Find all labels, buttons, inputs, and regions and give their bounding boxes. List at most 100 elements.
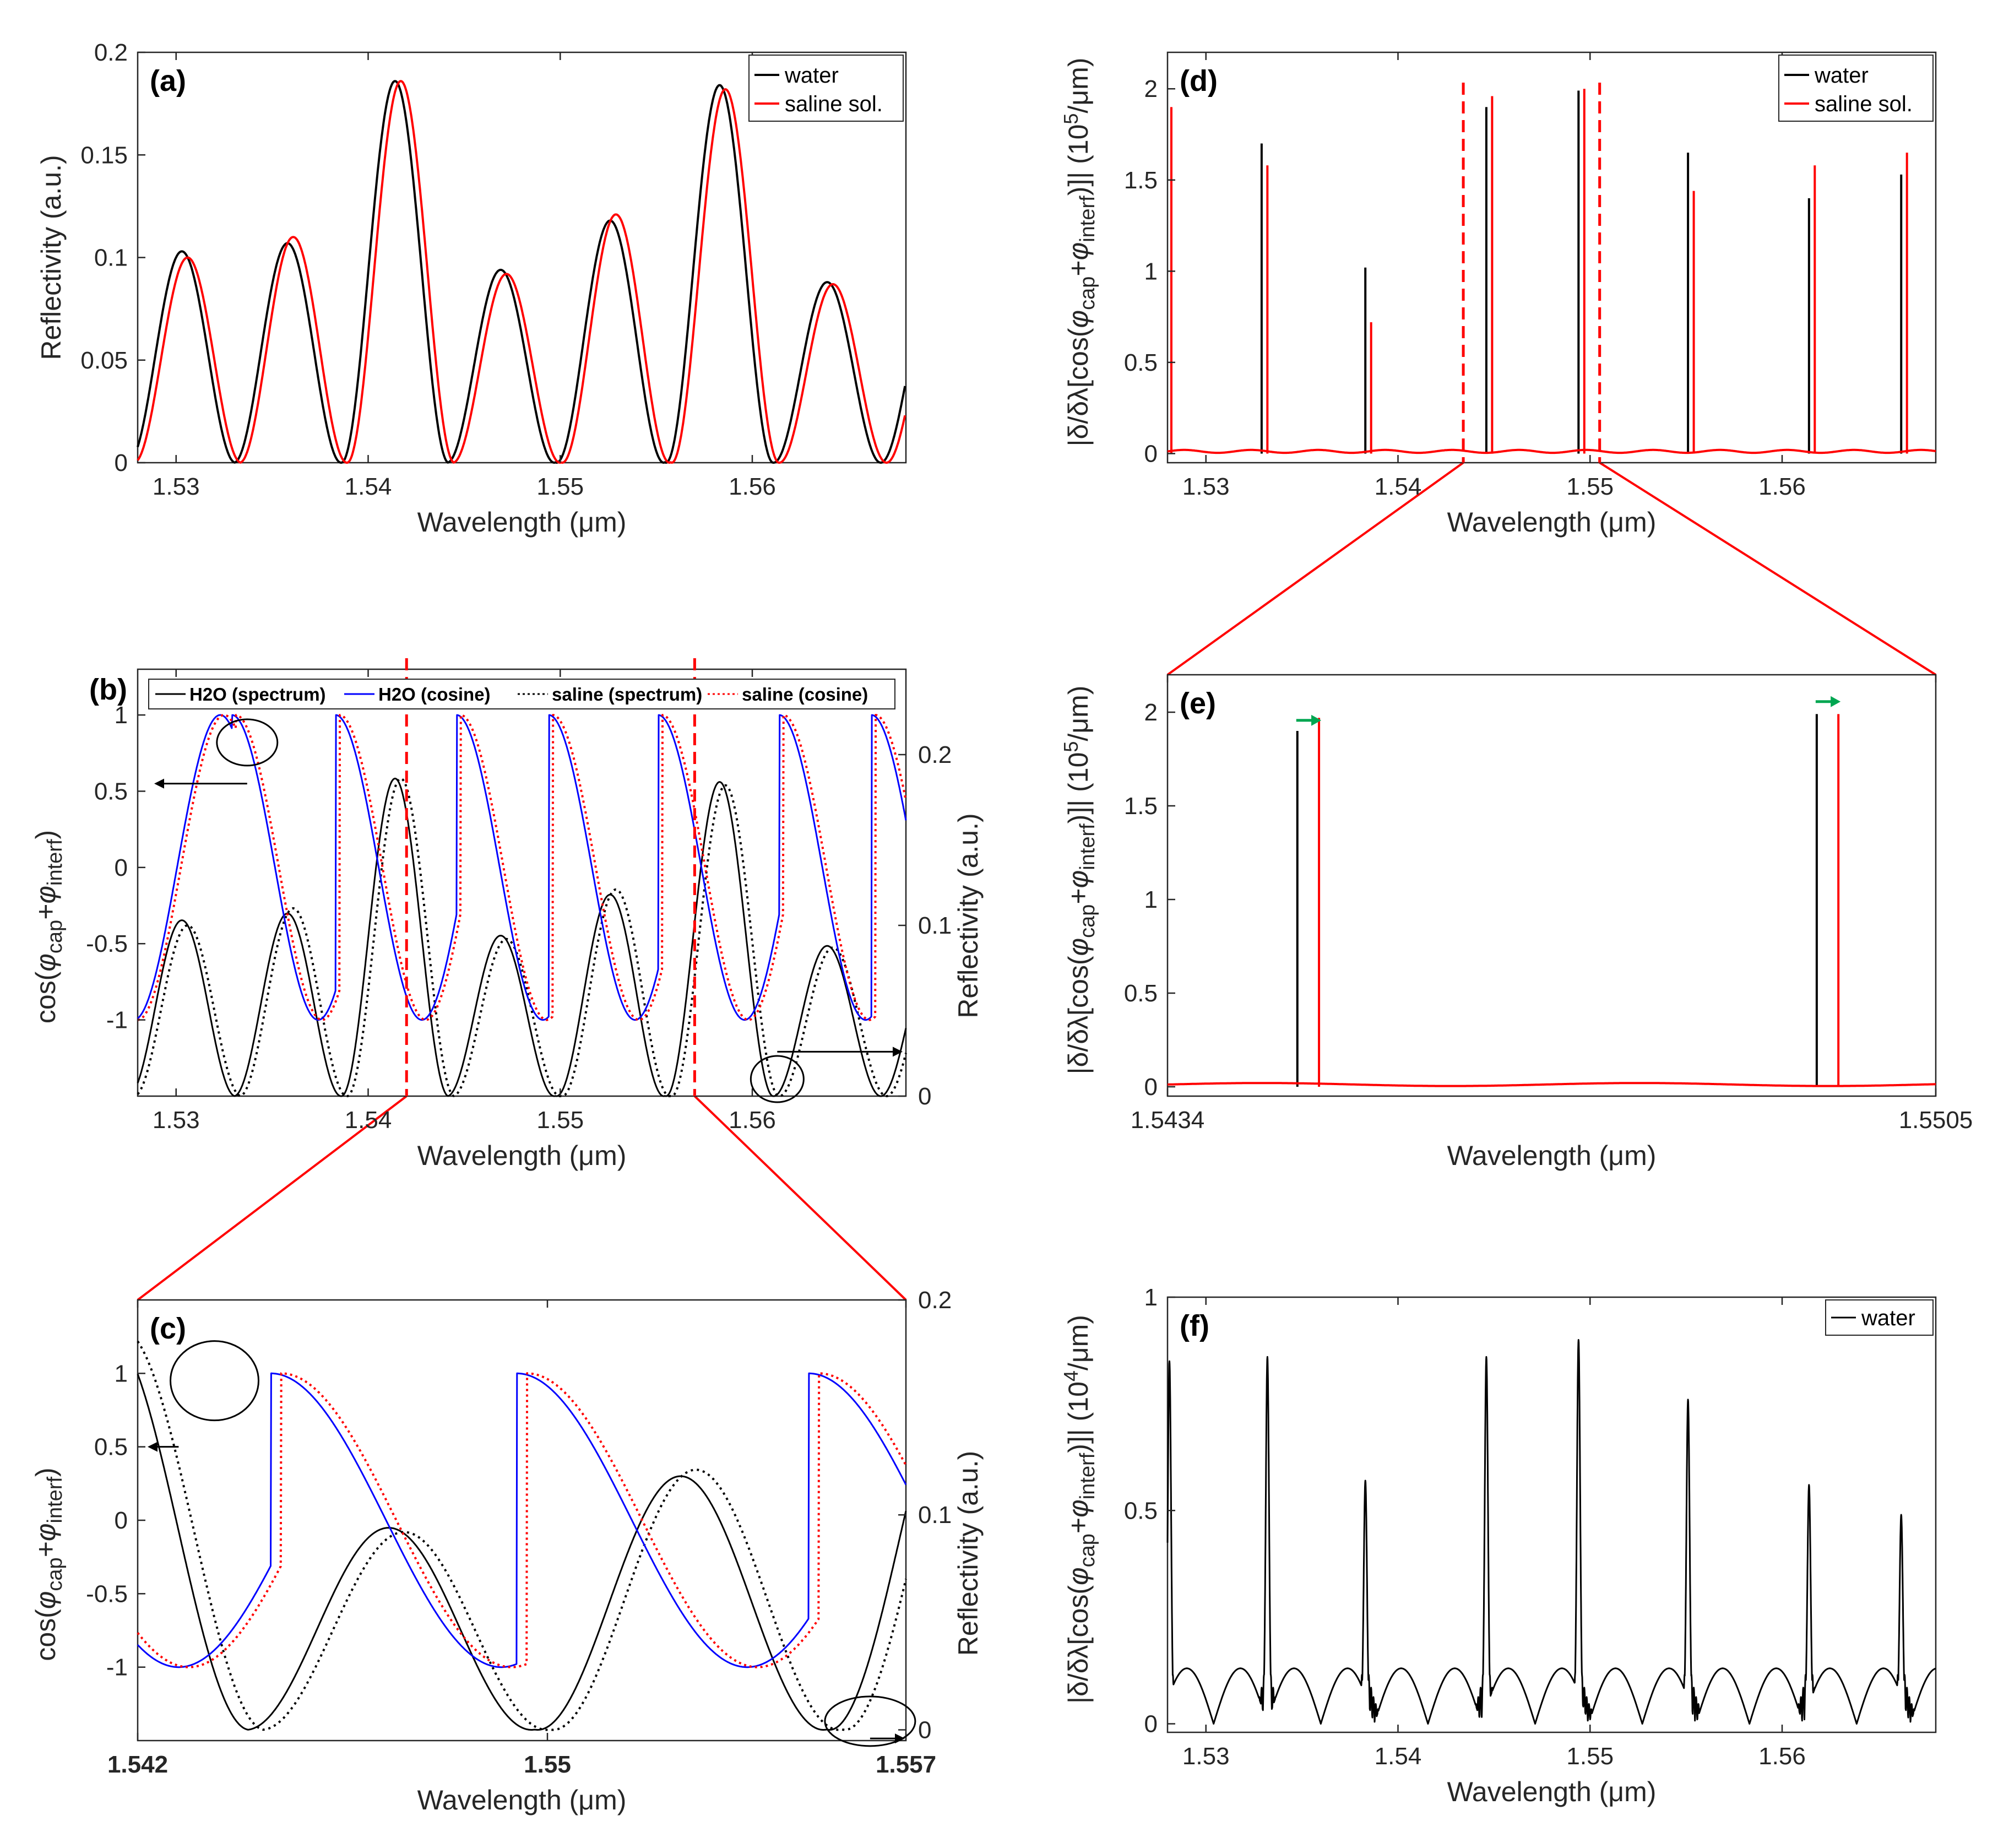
x-axis-label: Wavelength (μm) (1447, 1140, 1657, 1171)
x-tick-label: 1.5434 (1131, 1107, 1205, 1134)
y-axis-label-left: cos(φcap​+φinterf​) (30, 830, 67, 1023)
plot-frame (137, 668, 907, 1097)
y-axis-label-left: cos(φcap​+φinterf​) (30, 1467, 67, 1661)
series-line-h2o-cosine (137, 1372, 907, 1668)
y-tick-label: 1 (1144, 1284, 1158, 1311)
legend-box (148, 679, 895, 709)
annotation-circle (170, 1340, 259, 1422)
x-tick-label: 1.55 (1566, 1743, 1614, 1770)
zoom-connector-line (1599, 462, 1937, 676)
panel-label: (a) (150, 64, 186, 97)
y-tick-label: 2 (1144, 699, 1158, 726)
legend-label: saline (cosine) (742, 684, 868, 704)
y-tick-label: 0.5 (94, 778, 128, 805)
panel-label: (c) (150, 1312, 186, 1345)
series-line-h2o-spectrum (137, 777, 907, 1097)
panel-e: 1.5434 1.5505 0 0.5 1 1.5 2 Wavelength (μm) |δ/δ… (1060, 674, 1973, 1171)
x-tick-label: 1.53 (1182, 473, 1230, 500)
series-line-water (1166, 1339, 1936, 1725)
x-tick-label: 1.557 (876, 1751, 936, 1778)
y-axis-label: |δ/δλ[cos(φcap​+φinterf​)]| (105​/μm) (1060, 58, 1099, 447)
zoom-connector-line (1166, 462, 1464, 676)
plot-frame (1166, 674, 1937, 1097)
x-tick-label: 1.56 (729, 473, 776, 500)
y-tick-label-right: 0 (918, 1716, 931, 1743)
x-axis-label: Wavelength (μm) (417, 1140, 627, 1171)
panel-label: (e) (1180, 687, 1216, 720)
series-line-saline-cosine (137, 714, 907, 1021)
x-tick-label: 1.53 (153, 473, 200, 500)
legend-label: water (1814, 63, 1869, 88)
series-line-saline-spectrum (137, 777, 907, 1097)
legend-box (748, 55, 904, 122)
legend-label: saline sol. (785, 92, 883, 116)
x-tick-label: 1.55 (536, 1107, 584, 1134)
x-tick-label: 1.54 (1375, 1743, 1422, 1770)
panel-b: 1.53 1.54 1.55 1.56 -1 -0.5 0 0.5 1 0 0.1 0.2 Wavele… (30, 658, 984, 1171)
y-tick-label: 0.05 (80, 347, 128, 374)
y-axis-label: Reflectivity (a.u.) (36, 155, 67, 360)
legend-label: water (1861, 1306, 1915, 1330)
y-tick-label: 1 (1144, 886, 1158, 913)
zoom-connector-line (693, 1095, 907, 1301)
y-tick-label: 0 (1144, 1711, 1158, 1738)
y-tick-label: 0.5 (94, 1434, 128, 1461)
panel-d: 1.53 1.54 1.55 1.56 0 0.5 1 1.5 2 Wavelength (μm)… (1060, 51, 1937, 538)
y-tick-label-right: 0.2 (918, 1287, 952, 1314)
x-tick-label: 1.55 (1566, 473, 1614, 500)
y-tick-label-right: 0 (918, 1083, 931, 1110)
x-axis-label: Wavelength (μm) (1447, 507, 1657, 538)
y-axis-label: |δ/δλ[cos(φcap​+φinterf​)]| (104​/μm) (1060, 1315, 1099, 1704)
baseline-saline (1167, 448, 1936, 454)
x-axis-label: Wavelength (μm) (1447, 1776, 1657, 1807)
annotation-circle (216, 718, 279, 767)
y-tick-label: 0.5 (1124, 349, 1158, 376)
y-axis-label-right: Reflectivity (a.u.) (953, 1451, 984, 1656)
x-tick-label: 1.55 (524, 1751, 571, 1778)
arrow-head (154, 778, 164, 789)
baseline-saline (1167, 1082, 1936, 1087)
y-tick-label: 1.5 (1124, 167, 1158, 194)
legend-label: H2O (cosine) (378, 684, 491, 704)
y-tick-label: 0.5 (1124, 980, 1158, 1007)
y-tick-label: -1 (106, 1007, 128, 1034)
series-line-saline (137, 80, 906, 464)
y-tick-label: 0 (1144, 440, 1158, 467)
panel-label: (d) (1180, 64, 1218, 97)
annotation-circle (824, 1695, 916, 1747)
y-axis-label: |δ/δλ[cos(φcap​+φinterf​)]| (105​/μm) (1060, 686, 1099, 1075)
x-tick-label: 1.55 (536, 473, 584, 500)
y-tick-label: -1 (106, 1654, 128, 1681)
y-tick-label: 1.5 (1124, 793, 1158, 820)
y-tick-label: 0 (1144, 1074, 1158, 1101)
plot-frame (1166, 51, 1937, 464)
annotation-circle (750, 1055, 805, 1103)
x-axis-label: Wavelength (μm) (417, 1785, 627, 1816)
y-tick-label: 0.1 (94, 245, 128, 272)
shift-arrow-head (1831, 696, 1841, 707)
panel-a: 1.53 1.54 1.55 1.56 0 0.05 0.1 0.15 0.2 Wavelengt… (36, 39, 907, 538)
panel-c: 1.542 1.55 1.557 -1 -0.5 0 0.5 1 0 0.1 0.2 Waveleng… (30, 1287, 984, 1816)
series-line-h2o-cosine (137, 714, 907, 1021)
x-tick-label: 1.54 (1375, 473, 1422, 500)
y-tick-label-right: 0.2 (918, 741, 952, 768)
y-axis-label-right: Reflectivity (a.u.) (953, 813, 984, 1018)
x-tick-label: 1.542 (107, 1751, 168, 1778)
legend-label: saline (spectrum) (552, 684, 702, 704)
x-tick-label: 1.53 (1182, 1743, 1230, 1770)
panel-label: (b) (89, 673, 127, 706)
legend-box (1825, 1299, 1934, 1336)
y-tick-label: 0.5 (1124, 1497, 1158, 1524)
x-tick-label: 1.56 (1758, 473, 1806, 500)
x-tick-label: 1.53 (153, 1107, 200, 1134)
arrow-head (148, 1441, 158, 1452)
arrow-head (893, 1047, 903, 1057)
zoom-connectors (137, 462, 1937, 1301)
y-tick-label: 1 (1144, 258, 1158, 285)
y-tick-label-right: 0.1 (918, 1502, 952, 1529)
y-tick-label: 0 (115, 854, 128, 881)
zoom-connector-line (137, 1095, 408, 1301)
y-tick-label-right: 0.1 (918, 912, 952, 939)
legend-label: water (784, 63, 839, 88)
